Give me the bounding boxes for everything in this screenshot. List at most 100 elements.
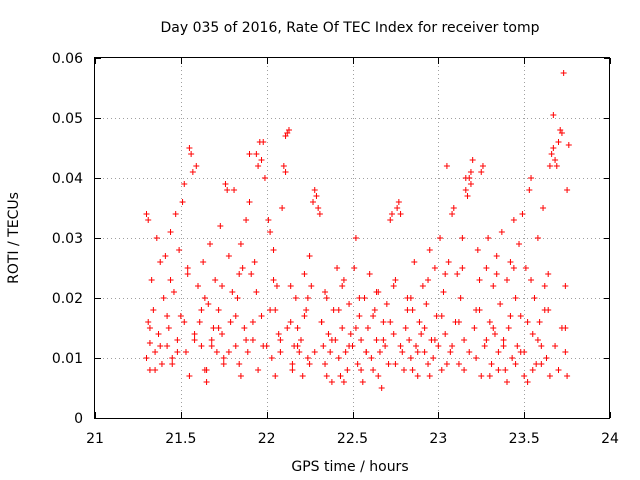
data-point — [292, 295, 299, 301]
data-point — [287, 319, 294, 325]
data-point — [207, 241, 214, 247]
data-point — [164, 343, 171, 349]
data-point — [186, 373, 193, 379]
data-point — [184, 265, 191, 271]
data-point — [443, 163, 450, 169]
data-point — [519, 211, 526, 217]
data-point — [184, 271, 191, 277]
data-point — [433, 313, 440, 319]
data-point — [521, 373, 528, 379]
data-point — [555, 139, 562, 145]
data-point — [495, 349, 502, 355]
data-point — [464, 193, 471, 199]
data-point — [560, 70, 567, 76]
data-point — [536, 319, 543, 325]
data-point — [150, 307, 157, 313]
data-point — [459, 235, 466, 241]
data-point — [529, 331, 536, 337]
data-point — [251, 259, 258, 265]
x-tick-label: 21.5 — [165, 431, 196, 447]
data-point — [157, 343, 164, 349]
data-point — [550, 145, 557, 151]
data-point — [253, 289, 260, 295]
data-point — [383, 301, 390, 307]
data-point — [370, 313, 377, 319]
data-point — [189, 169, 196, 175]
y-tick-label: 0.02 — [52, 291, 83, 307]
data-point — [236, 271, 243, 277]
data-point — [181, 181, 188, 187]
y-tick-label: 0.06 — [52, 51, 83, 67]
x-tick-label: 24 — [601, 431, 619, 447]
data-point — [193, 163, 200, 169]
data-point — [145, 319, 152, 325]
data-point — [538, 343, 545, 349]
data-point — [462, 175, 469, 181]
data-point — [507, 259, 514, 265]
data-point — [461, 367, 468, 373]
data-point — [394, 205, 401, 211]
data-point — [512, 361, 519, 367]
data-point — [438, 367, 445, 373]
data-point — [176, 247, 183, 253]
data-point — [553, 163, 560, 169]
x-tick-label: 22 — [258, 431, 276, 447]
data-point — [215, 325, 222, 331]
data-point — [486, 373, 493, 379]
data-point — [543, 355, 550, 361]
data-point — [237, 241, 244, 247]
data-point — [397, 343, 404, 349]
data-point — [490, 283, 497, 289]
data-point — [562, 349, 569, 355]
data-point — [328, 337, 335, 343]
data-point — [289, 367, 296, 373]
data-point — [198, 307, 205, 313]
data-point — [409, 367, 416, 373]
data-point — [260, 139, 267, 145]
data-point — [356, 313, 363, 319]
data-point — [373, 289, 380, 295]
data-point — [299, 373, 306, 379]
data-point — [517, 313, 524, 319]
data-point — [402, 325, 409, 331]
y-tick-label: 0.05 — [52, 111, 83, 127]
data-point — [191, 331, 198, 337]
data-point — [361, 295, 368, 301]
x-tick-label: 23.5 — [509, 431, 540, 447]
data-point — [478, 373, 485, 379]
data-point — [443, 361, 450, 367]
data-point — [225, 253, 232, 259]
data-point — [364, 325, 371, 331]
data-point — [255, 163, 262, 169]
data-point — [303, 307, 310, 313]
data-point — [378, 385, 385, 391]
data-point — [504, 277, 510, 283]
data-point — [272, 307, 279, 313]
data-point — [411, 259, 418, 265]
data-point — [504, 379, 510, 385]
data-point — [354, 361, 361, 367]
y-tick-labels: 0 0.01 0.02 0.03 0.04 0.05 0.06 — [52, 51, 83, 427]
data-point — [273, 283, 280, 289]
data-point — [565, 142, 572, 148]
data-point — [406, 337, 413, 343]
data-point — [255, 367, 262, 373]
data-point — [320, 343, 327, 349]
data-point — [213, 349, 220, 355]
data-point — [146, 340, 153, 346]
data-point — [222, 181, 229, 187]
y-tick-label: 0.03 — [52, 231, 83, 247]
data-point — [289, 361, 296, 367]
data-point — [414, 373, 421, 379]
data-point — [165, 325, 172, 331]
data-point — [507, 313, 514, 319]
data-point — [170, 289, 177, 295]
data-point — [510, 217, 517, 223]
x-tick-label: 21 — [86, 431, 104, 447]
data-point — [407, 295, 414, 301]
data-point — [270, 247, 277, 253]
data-point — [459, 265, 466, 271]
data-point — [366, 271, 373, 277]
data-point — [322, 289, 329, 295]
data-point — [304, 355, 311, 361]
